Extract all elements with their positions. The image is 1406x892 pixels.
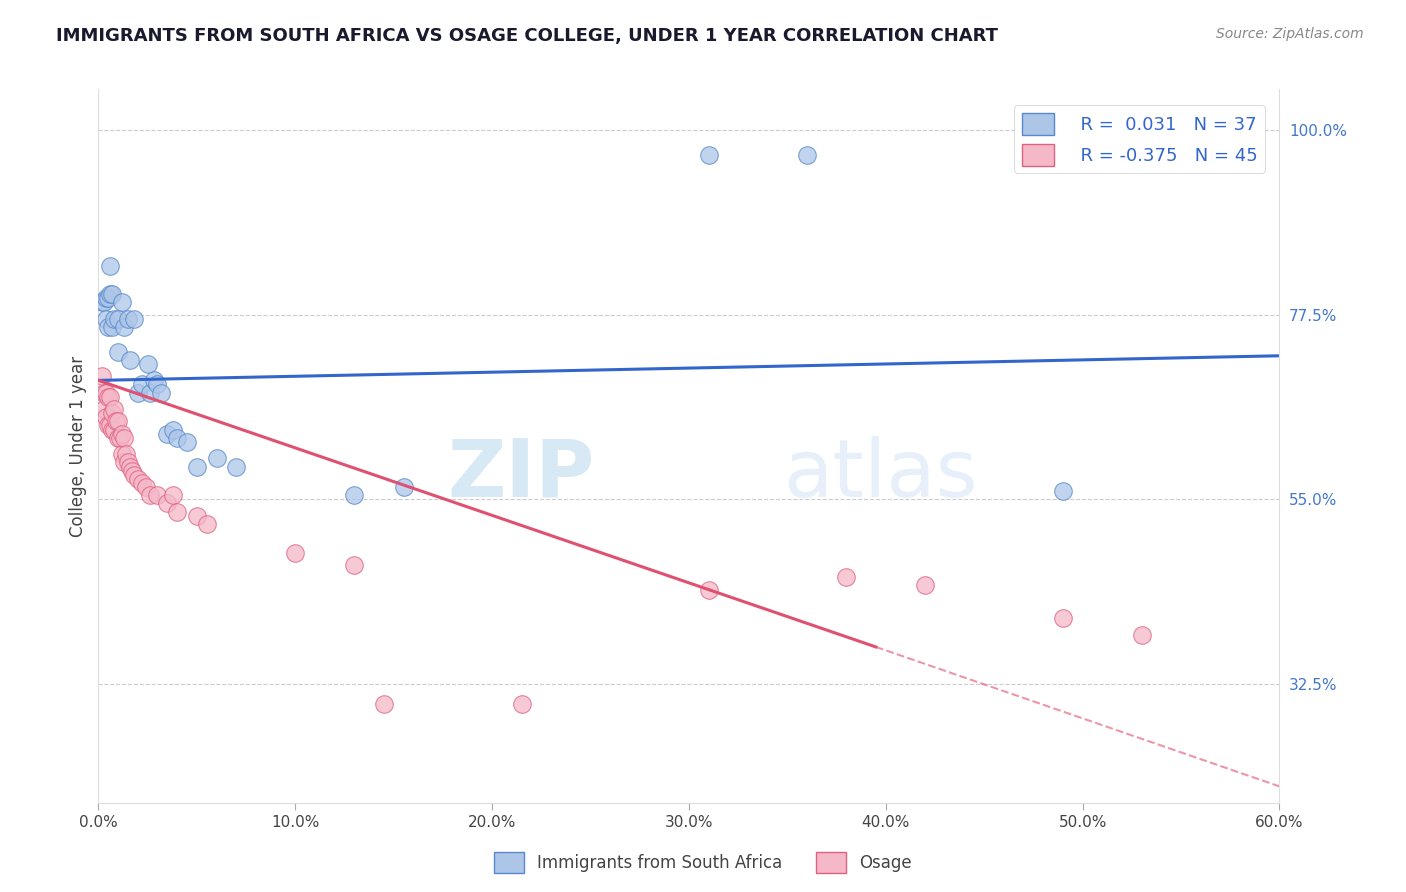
Point [1052, 611, 1074, 625]
Point [115, 447, 138, 461]
Point [98, 259, 121, 273]
Point [284, 546, 307, 560]
Point [111, 426, 134, 441]
Text: Source: ZipAtlas.com: Source: ZipAtlas.com [1216, 27, 1364, 41]
Point [107, 311, 129, 326]
Point [142, 373, 165, 387]
Point [96, 410, 118, 425]
Point [93, 385, 115, 400]
Point [105, 414, 128, 428]
Point [796, 148, 818, 162]
Point [107, 414, 129, 428]
Point [103, 423, 125, 437]
Point [156, 426, 179, 441]
Point [107, 344, 129, 359]
Point [96, 291, 118, 305]
Point [97, 418, 120, 433]
Point [112, 431, 135, 445]
Point [343, 488, 366, 502]
Point [101, 423, 124, 437]
Point [118, 459, 141, 474]
Point [91, 295, 114, 310]
Legend:   R =  0.031   N = 37,   R = -0.375   N = 45: R = 0.031 N = 37, R = -0.375 N = 45 [1014, 105, 1264, 173]
Point [127, 385, 149, 400]
Point [225, 459, 247, 474]
Point [835, 570, 858, 584]
Point [118, 352, 141, 367]
Point [392, 480, 415, 494]
Text: ZIP: ZIP [447, 435, 595, 514]
Point [510, 698, 533, 712]
Point [96, 311, 118, 326]
Point [205, 451, 228, 466]
Y-axis label: College, Under 1 year: College, Under 1 year [69, 355, 87, 537]
Point [111, 447, 134, 461]
Point [98, 287, 121, 301]
Point [98, 390, 121, 404]
Point [176, 434, 198, 449]
Point [131, 475, 153, 490]
Point [131, 377, 153, 392]
Point [121, 464, 143, 478]
Point [111, 295, 134, 310]
Point [146, 377, 169, 392]
Point [101, 320, 124, 334]
Point [697, 582, 720, 597]
Point [162, 423, 184, 437]
Point [373, 698, 395, 712]
Point [138, 385, 160, 400]
Point [135, 480, 157, 494]
Point [195, 516, 218, 531]
Text: IMMIGRANTS FROM SOUTH AFRICA VS OSAGE COLLEGE, UNDER 1 YEAR CORRELATION CHART: IMMIGRANTS FROM SOUTH AFRICA VS OSAGE CO… [56, 27, 998, 45]
Point [98, 418, 121, 433]
Point [112, 455, 135, 469]
Point [96, 385, 118, 400]
Point [127, 472, 149, 486]
Point [146, 488, 169, 502]
Point [122, 311, 145, 326]
Point [97, 291, 120, 305]
Point [166, 505, 188, 519]
Point [343, 558, 366, 572]
Point [166, 431, 188, 445]
Point [122, 467, 145, 482]
Point [107, 431, 129, 445]
Point [91, 369, 114, 384]
Point [103, 311, 125, 326]
Point [186, 459, 208, 474]
Legend: Immigrants from South Africa, Osage: Immigrants from South Africa, Osage [488, 846, 918, 880]
Point [101, 287, 124, 301]
Point [97, 390, 120, 404]
Point [186, 508, 208, 523]
Point [914, 578, 936, 592]
Point [101, 406, 124, 420]
Point [103, 402, 125, 417]
Point [117, 311, 139, 326]
Point [136, 357, 159, 371]
Point [117, 455, 139, 469]
Point [112, 320, 135, 334]
Point [150, 385, 173, 400]
Point [97, 320, 120, 334]
Point [93, 295, 115, 310]
Point [93, 402, 115, 417]
Point [697, 148, 720, 162]
Point [138, 488, 160, 502]
Point [1052, 484, 1074, 499]
Text: atlas: atlas [783, 435, 977, 514]
Point [1130, 627, 1153, 641]
Point [156, 496, 179, 510]
Point [162, 488, 184, 502]
Point [108, 431, 131, 445]
